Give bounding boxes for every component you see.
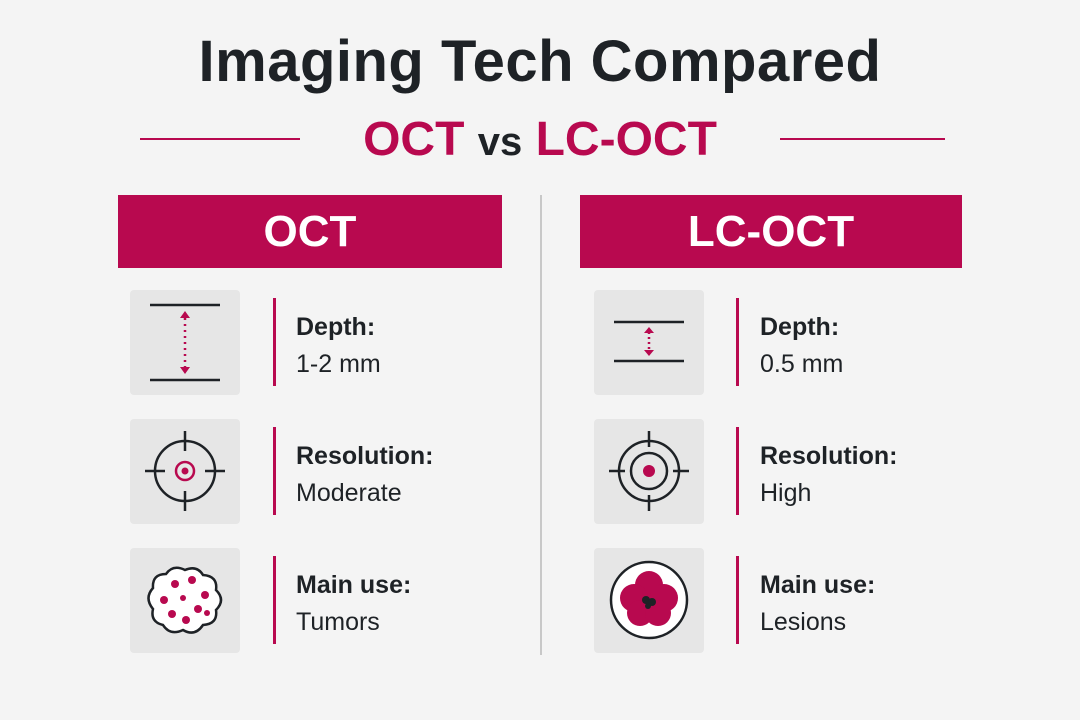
row-value: Moderate — [296, 479, 402, 507]
row-label: Main use: — [760, 571, 876, 599]
column-header: LC-OCT — [580, 195, 962, 268]
icon-resolution — [609, 431, 689, 511]
subtitle-middle: vs — [477, 120, 523, 164]
title: Imaging Tech Compared — [198, 29, 882, 94]
row-value: 1-2 mm — [296, 350, 381, 378]
row-value: High — [760, 479, 812, 507]
row-value: Tumors — [296, 608, 380, 636]
subtitle-left: OCT — [363, 113, 465, 166]
icon-resolution — [145, 431, 225, 511]
accent-bar — [273, 427, 276, 515]
row-label: Depth: — [760, 313, 840, 341]
icon-depth — [614, 320, 684, 363]
rule — [140, 138, 300, 140]
subtitle: OCT vs LC-OCT — [0, 112, 1080, 167]
accent-bar — [736, 556, 739, 644]
row-label: Main use: — [296, 571, 412, 599]
row-value: 0.5 mm — [760, 350, 844, 378]
accent-bar — [273, 298, 276, 386]
row-label: Depth: — [296, 313, 376, 341]
row-value: Lesions — [760, 608, 847, 636]
accent-bar — [736, 427, 739, 515]
icon-lesions — [609, 560, 689, 640]
row-label: Resolution: — [296, 442, 434, 470]
accent-bar — [736, 298, 739, 386]
divider — [540, 195, 542, 655]
row-label: Resolution: — [760, 442, 898, 470]
column-header: OCT — [118, 195, 502, 268]
rule — [780, 138, 945, 140]
subtitle-right: LC-OCT — [535, 113, 717, 166]
icon-tumors — [147, 566, 223, 634]
accent-bar — [273, 556, 276, 644]
icon-depth — [150, 303, 220, 382]
